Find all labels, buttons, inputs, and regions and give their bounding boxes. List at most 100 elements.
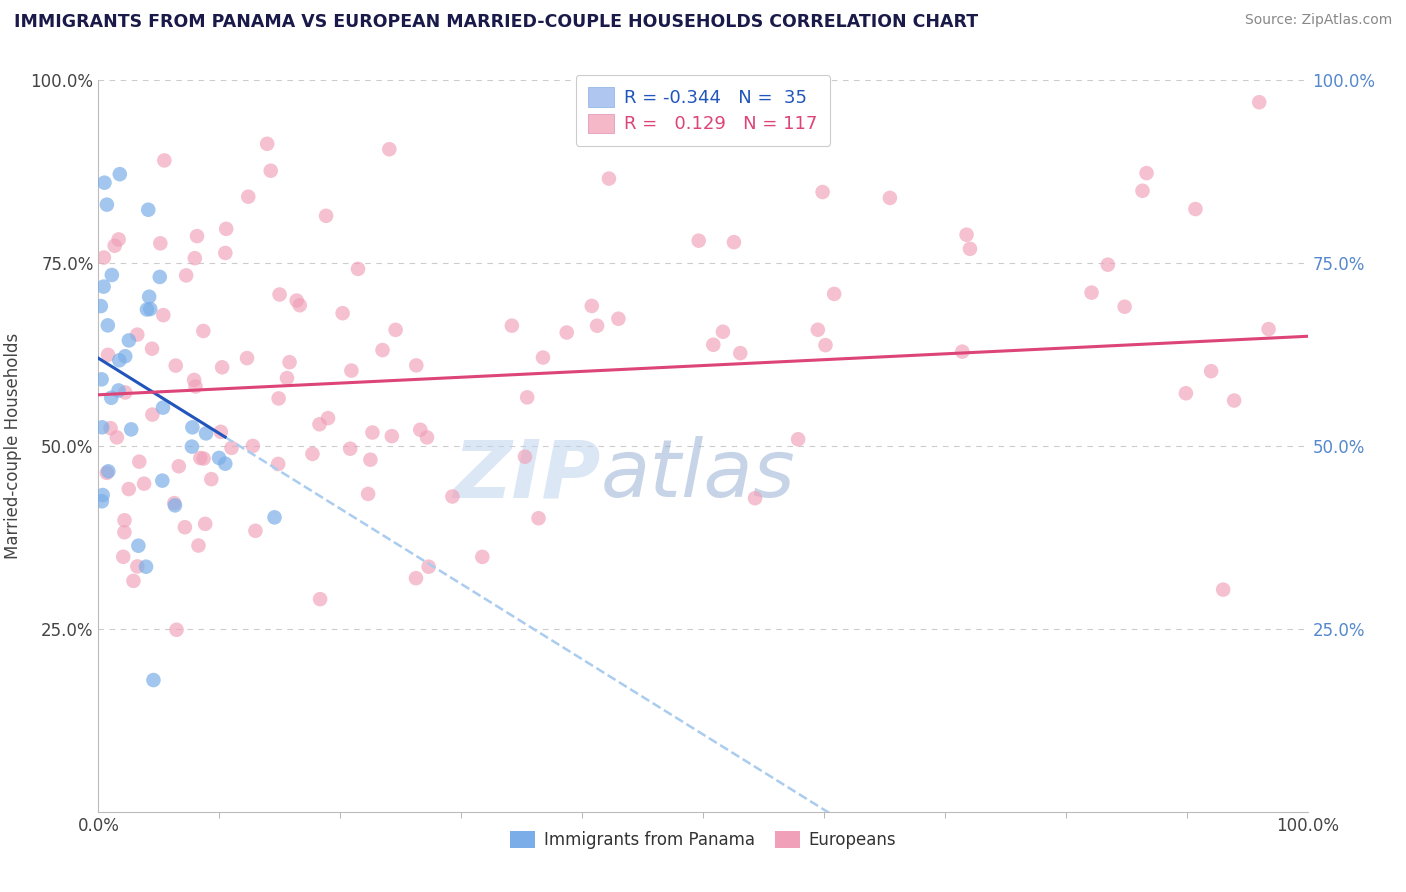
Point — [163, 499, 186, 513]
Point — [371, 343, 394, 357]
Point — [127, 559, 149, 574]
Point — [138, 290, 160, 304]
Point — [711, 325, 734, 339]
Point — [112, 525, 135, 540]
Point — [332, 306, 354, 320]
Point — [107, 232, 129, 246]
Point — [187, 539, 209, 553]
Point — [184, 379, 207, 393]
Point — [531, 351, 554, 365]
Text: IMMIGRANTS FROM PANAMA VS EUROPEAN MARRIED-COUPLE HOUSEHOLDS CORRELATION CHART: IMMIGRANTS FROM PANAMA VS EUROPEAN MARRI… — [14, 13, 979, 31]
Point — [128, 455, 150, 469]
Point — [1080, 285, 1102, 300]
Point — [269, 287, 291, 301]
Point — [513, 450, 536, 464]
Point — [527, 511, 550, 525]
Point — [1249, 95, 1271, 110]
Legend: Immigrants from Panama, Europeans: Immigrants from Panama, Europeans — [503, 824, 903, 856]
Point — [120, 422, 142, 436]
Point — [221, 441, 243, 455]
Point — [285, 293, 308, 308]
Point — [418, 559, 440, 574]
Point — [208, 450, 231, 465]
Point — [278, 355, 301, 369]
Point — [127, 327, 149, 342]
Point — [97, 318, 120, 333]
Point — [183, 373, 205, 387]
Point — [316, 411, 339, 425]
Point — [1132, 184, 1154, 198]
Point — [405, 571, 427, 585]
Point — [811, 185, 834, 199]
Point — [181, 420, 204, 434]
Point — [180, 440, 202, 454]
Point — [118, 334, 141, 348]
Point — [586, 318, 609, 333]
Point — [1257, 322, 1279, 336]
Point — [100, 421, 122, 435]
Point — [215, 222, 238, 236]
Point — [96, 466, 118, 480]
Point — [267, 392, 290, 406]
Point — [263, 510, 285, 524]
Point — [260, 163, 283, 178]
Point — [879, 191, 901, 205]
Point — [188, 450, 211, 465]
Point — [163, 496, 186, 510]
Point — [728, 346, 751, 360]
Point — [950, 344, 973, 359]
Point — [100, 391, 122, 405]
Point — [118, 482, 141, 496]
Point — [955, 227, 977, 242]
Point — [276, 371, 298, 385]
Point — [471, 549, 494, 564]
Point — [132, 476, 155, 491]
Point — [1199, 364, 1222, 378]
Point — [200, 472, 222, 486]
Point — [723, 235, 745, 249]
Point — [193, 324, 215, 338]
Point — [122, 574, 145, 588]
Point — [194, 516, 217, 531]
Point — [309, 592, 332, 607]
Point — [104, 238, 127, 252]
Point — [516, 390, 538, 404]
Point — [607, 311, 630, 326]
Point — [339, 442, 361, 456]
Point — [236, 351, 259, 365]
Point — [361, 425, 384, 440]
Point — [308, 417, 330, 432]
Point — [807, 323, 830, 337]
Point — [139, 301, 162, 316]
Point — [702, 337, 724, 351]
Point — [93, 176, 115, 190]
Point — [142, 673, 165, 687]
Point — [141, 408, 163, 422]
Point — [1184, 202, 1206, 216]
Point — [416, 430, 439, 444]
Point — [114, 513, 136, 527]
Point — [744, 491, 766, 506]
Point — [214, 457, 236, 471]
Point — [186, 229, 208, 244]
Point — [209, 425, 232, 439]
Point — [93, 279, 115, 293]
Point — [1114, 300, 1136, 314]
Point — [97, 348, 120, 362]
Point — [288, 298, 311, 312]
Point — [108, 167, 131, 181]
Point — [301, 447, 323, 461]
Point — [1223, 393, 1246, 408]
Point — [357, 487, 380, 501]
Point — [193, 451, 215, 466]
Point — [245, 524, 267, 538]
Y-axis label: Married-couple Households: Married-couple Households — [4, 333, 22, 559]
Point — [405, 359, 427, 373]
Point — [136, 302, 159, 317]
Point — [814, 338, 837, 352]
Point — [1174, 386, 1197, 401]
Point — [384, 323, 406, 337]
Point — [135, 559, 157, 574]
Point — [1212, 582, 1234, 597]
Text: Source: ZipAtlas.com: Source: ZipAtlas.com — [1244, 13, 1392, 28]
